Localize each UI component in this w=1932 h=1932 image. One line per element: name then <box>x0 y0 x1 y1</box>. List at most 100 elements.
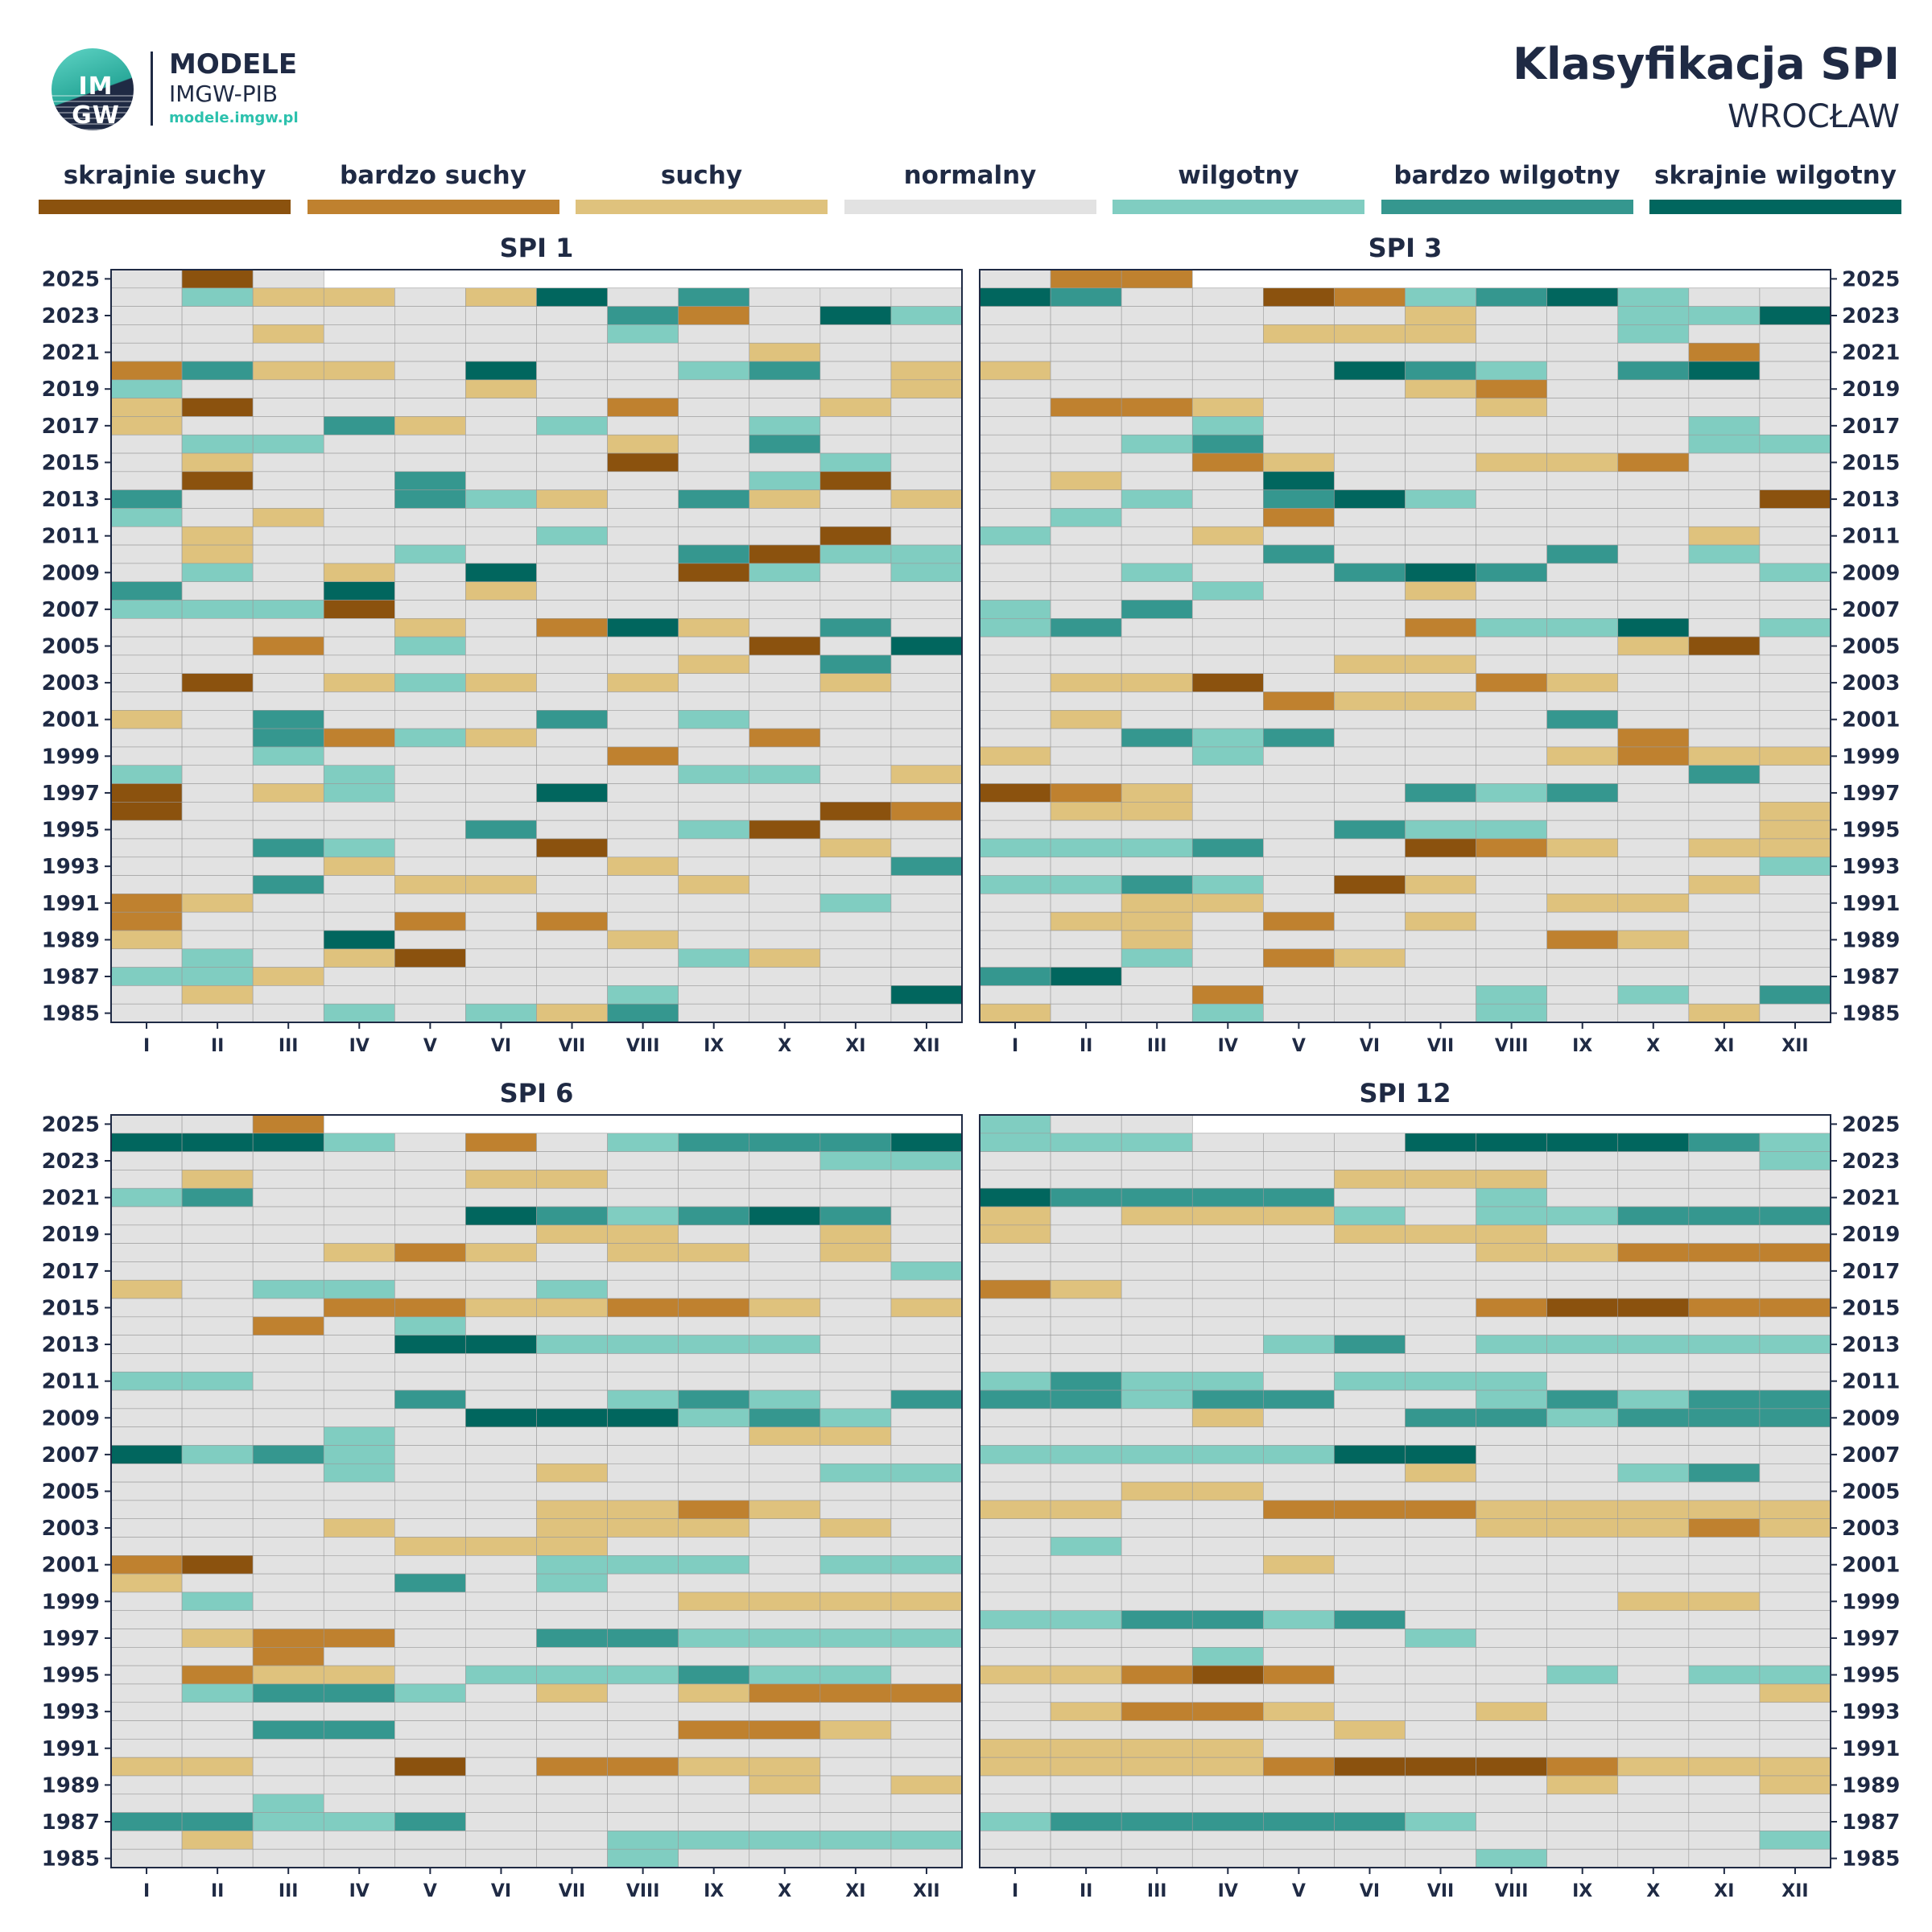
heatmap-cell <box>749 765 821 784</box>
x-tick-label: VI <box>1360 1036 1380 1056</box>
heatmap-cell <box>110 911 183 931</box>
heatmap-cell <box>678 1683 750 1703</box>
heatmap-cell <box>1121 1665 1193 1685</box>
heatmap-cell <box>607 691 679 711</box>
heatmap-cell <box>394 1243 466 1262</box>
heatmap-cell <box>678 1702 750 1721</box>
heatmap-cell <box>1759 617 1831 638</box>
heatmap-cell <box>394 361 466 381</box>
y-tick-label: 2025 <box>1842 267 1900 291</box>
heatmap-cell <box>181 1683 254 1703</box>
heatmap-cell <box>1263 636 1335 656</box>
heatmap-cell <box>181 1261 254 1281</box>
heatmap-cell <box>979 1371 1051 1391</box>
heatmap-cell <box>394 1408 466 1427</box>
heatmap-cell <box>394 581 466 601</box>
heatmap-cell <box>394 287 466 307</box>
heatmap-cell <box>749 911 821 931</box>
heatmap-cell <box>1688 1647 1761 1666</box>
heatmap-cell <box>181 324 254 344</box>
heatmap-cell <box>1121 1610 1193 1629</box>
heatmap-cell <box>749 673 821 692</box>
heatmap-cell <box>1617 287 1690 307</box>
heatmap-cell <box>252 691 324 711</box>
heatmap-cell <box>678 765 750 784</box>
x-tick-label: VIII <box>626 1881 660 1901</box>
y-tick-label: 1989 <box>1842 1773 1900 1798</box>
heatmap-cell <box>749 342 821 362</box>
heatmap-cell <box>1191 1426 1264 1446</box>
heatmap-cell <box>394 1298 466 1318</box>
heatmap-cell <box>181 379 254 398</box>
heatmap-cell <box>1263 1151 1335 1170</box>
heatmap-cell <box>536 1702 608 1721</box>
heatmap-cell <box>678 1610 750 1629</box>
y-tick-label: 1989 <box>42 1773 100 1798</box>
heatmap-cell <box>1050 398 1122 417</box>
heatmap-cell <box>1759 544 1831 564</box>
heatmap-cell <box>110 691 183 711</box>
legend-item: normalny <box>844 161 1096 217</box>
heatmap-cell <box>536 617 608 638</box>
heatmap-cell <box>536 1518 608 1538</box>
heatmap-cell <box>465 1206 537 1226</box>
heatmap-cell <box>1334 802 1406 821</box>
heatmap-cell <box>1759 1757 1831 1777</box>
heatmap-cell <box>979 434 1051 454</box>
heatmap-cell <box>1759 452 1831 473</box>
heatmap-cell <box>979 1170 1051 1189</box>
heatmap-cell <box>819 563 892 582</box>
heatmap-cell <box>323 985 395 1005</box>
y-tick-label: 2013 <box>42 1333 100 1357</box>
heatmap-cell <box>1476 1151 1547 1170</box>
heatmap-cell <box>1334 1463 1406 1483</box>
heatmap-cell <box>1050 269 1122 289</box>
heatmap-cell <box>607 361 679 381</box>
legend-item: bardzo suchy <box>307 161 559 217</box>
heatmap-cell <box>110 1114 183 1134</box>
heatmap-cell <box>979 1114 1051 1134</box>
heatmap-cell <box>979 342 1051 362</box>
heatmap-cell <box>1476 875 1547 894</box>
heatmap-cell <box>181 581 254 601</box>
heatmap-cell <box>607 875 679 894</box>
heatmap-cell <box>819 710 892 729</box>
heatmap-cell <box>1546 636 1619 656</box>
heatmap-cell <box>749 526 821 546</box>
heatmap-cell <box>1263 563 1335 582</box>
x-tick-label: IV <box>1218 1881 1238 1901</box>
heatmap-cell <box>979 1610 1051 1629</box>
heatmap-cell <box>1405 1555 1476 1575</box>
heatmap-cell <box>607 911 679 931</box>
page-subtitle: WROCŁAW <box>1728 98 1900 135</box>
heatmap-cell <box>536 324 608 344</box>
heatmap-cell <box>749 1224 821 1244</box>
heatmap-cell <box>110 471 183 490</box>
logo-url[interactable]: modele.imgw.pl <box>169 109 299 126</box>
heatmap-cell <box>536 489 608 509</box>
heatmap-cell <box>607 379 679 398</box>
heatmap-cell <box>1263 894 1335 913</box>
heatmap-cell <box>1688 416 1761 436</box>
heatmap-cell <box>1688 857 1761 876</box>
heatmap-cell <box>678 1243 750 1262</box>
heatmap-cell <box>252 985 324 1005</box>
heatmap-cell <box>607 434 679 454</box>
heatmap-cell <box>749 489 821 509</box>
heatmap-cell <box>1759 838 1831 858</box>
heatmap-cell <box>1191 361 1264 381</box>
heatmap-cell <box>181 930 254 950</box>
heatmap-cell <box>110 1170 183 1189</box>
heatmap-cell <box>323 1408 395 1427</box>
heatmap-cell <box>252 1224 324 1244</box>
heatmap-cell <box>252 1335 324 1354</box>
heatmap-cell <box>323 1831 395 1850</box>
heatmap-cell <box>1050 967 1122 986</box>
heatmap-cell <box>1476 930 1547 950</box>
heatmap-cell <box>1617 1463 1690 1483</box>
heatmap-cell <box>323 287 395 307</box>
heatmap-cell <box>749 802 821 821</box>
heatmap-cell <box>536 1206 608 1226</box>
heatmap-cell <box>110 1224 183 1244</box>
heatmap-cell <box>1688 710 1761 729</box>
